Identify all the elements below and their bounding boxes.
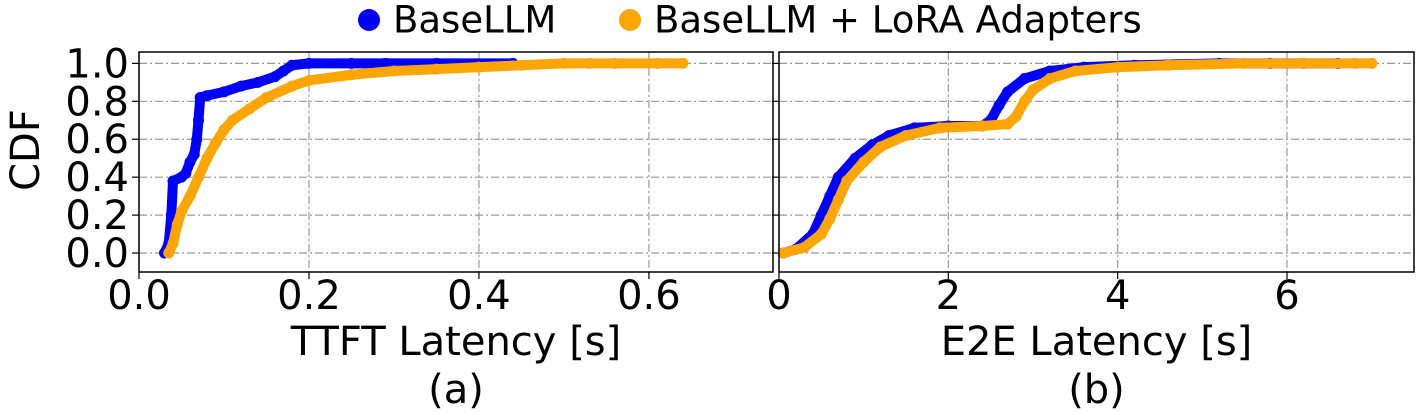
data-point xyxy=(473,61,485,73)
x-tick-label: 6 xyxy=(1274,273,1299,319)
data-point xyxy=(192,171,204,183)
data-point xyxy=(286,80,298,92)
x-tick-label: 0.2 xyxy=(277,273,341,319)
data-point xyxy=(815,209,827,221)
data-point xyxy=(286,59,298,71)
data-point xyxy=(934,122,946,134)
legend-marker xyxy=(358,9,380,31)
data-point xyxy=(235,80,247,92)
data-point xyxy=(1019,95,1031,107)
data-point xyxy=(345,69,357,81)
y-tick-label: 0.2 xyxy=(65,193,129,239)
data-point xyxy=(165,209,177,221)
data-point xyxy=(558,57,570,69)
data-point xyxy=(163,247,175,259)
data-point xyxy=(180,167,192,179)
data-point xyxy=(900,129,912,141)
data-point xyxy=(303,74,315,86)
y-tick-label: 0.8 xyxy=(65,79,129,125)
data-point xyxy=(226,114,238,126)
data-point xyxy=(832,171,844,183)
legend-marker xyxy=(619,9,641,31)
data-point xyxy=(993,99,1005,111)
data-point xyxy=(815,228,827,240)
legend-label: BaseLLM + LoRA Adapters xyxy=(654,0,1142,42)
data-point xyxy=(260,92,272,104)
data-point xyxy=(345,57,357,69)
data-point xyxy=(252,76,264,88)
y-tick-label: 0.6 xyxy=(65,117,129,163)
cdf-trace xyxy=(159,58,518,259)
data-point xyxy=(192,114,204,126)
data-point xyxy=(218,86,230,98)
data-point xyxy=(1349,57,1361,69)
data-point xyxy=(184,190,196,202)
data-point xyxy=(201,152,213,164)
data-point xyxy=(1002,118,1014,130)
caption: (a) xyxy=(428,367,484,413)
data-point xyxy=(1027,84,1039,96)
data-point xyxy=(858,156,870,168)
cdf-trace xyxy=(778,58,1377,259)
data-point xyxy=(167,175,179,187)
y-axis-label: CDF xyxy=(3,109,49,191)
data-point xyxy=(777,247,789,259)
data-point xyxy=(976,120,988,132)
x-tick-label: 0.6 xyxy=(617,273,681,319)
data-point xyxy=(609,57,621,69)
data-point xyxy=(167,238,179,250)
data-point xyxy=(1298,57,1310,69)
data-point xyxy=(175,205,187,217)
caption: (b) xyxy=(1068,367,1125,413)
y-tick-label: 0.0 xyxy=(65,231,129,277)
data-point xyxy=(303,57,315,69)
x-axis-label: E2E Latency [s] xyxy=(941,319,1253,365)
plot-frame xyxy=(778,51,1415,273)
x-tick-label: 0.4 xyxy=(447,273,511,319)
data-point xyxy=(269,71,281,83)
x-axis-label: TTFT Latency [s] xyxy=(290,319,622,365)
legend-label: BaseLLM xyxy=(393,0,556,42)
x-tick-label: 0.0 xyxy=(107,273,171,319)
data-point xyxy=(1044,73,1056,85)
x-tick-label: 4 xyxy=(1105,273,1130,319)
data-point xyxy=(1002,86,1014,98)
cdf-trace xyxy=(163,58,688,259)
data-point xyxy=(209,137,221,149)
data-point xyxy=(430,63,442,75)
y-tick-label: 1.0 xyxy=(65,41,129,87)
data-point xyxy=(277,65,289,77)
data-point xyxy=(841,175,853,187)
plot-frame xyxy=(138,51,774,273)
data-point xyxy=(832,194,844,206)
data-point xyxy=(218,124,230,136)
data-point xyxy=(201,90,213,102)
y-tick-label: 0.4 xyxy=(65,155,129,201)
data-point xyxy=(1019,73,1031,85)
data-point xyxy=(798,241,810,253)
data-point xyxy=(388,65,400,77)
data-point xyxy=(677,57,689,69)
data-point xyxy=(1069,65,1081,77)
data-point xyxy=(171,219,183,231)
data-point xyxy=(515,59,527,71)
data-point xyxy=(651,57,663,69)
data-point xyxy=(1239,57,1251,69)
data-point xyxy=(583,57,595,69)
data-point xyxy=(191,133,203,145)
data-point xyxy=(1162,59,1174,71)
x-tick-label: 2 xyxy=(936,273,961,319)
data-point xyxy=(1112,61,1124,73)
data-point xyxy=(243,103,255,115)
data-point xyxy=(1010,110,1022,122)
x-tick-label: 0 xyxy=(766,273,791,319)
data-point xyxy=(824,213,836,225)
data-point xyxy=(379,57,391,69)
data-point xyxy=(188,148,200,160)
data-point xyxy=(1366,57,1378,69)
data-point xyxy=(875,141,887,153)
data-point xyxy=(824,190,836,202)
